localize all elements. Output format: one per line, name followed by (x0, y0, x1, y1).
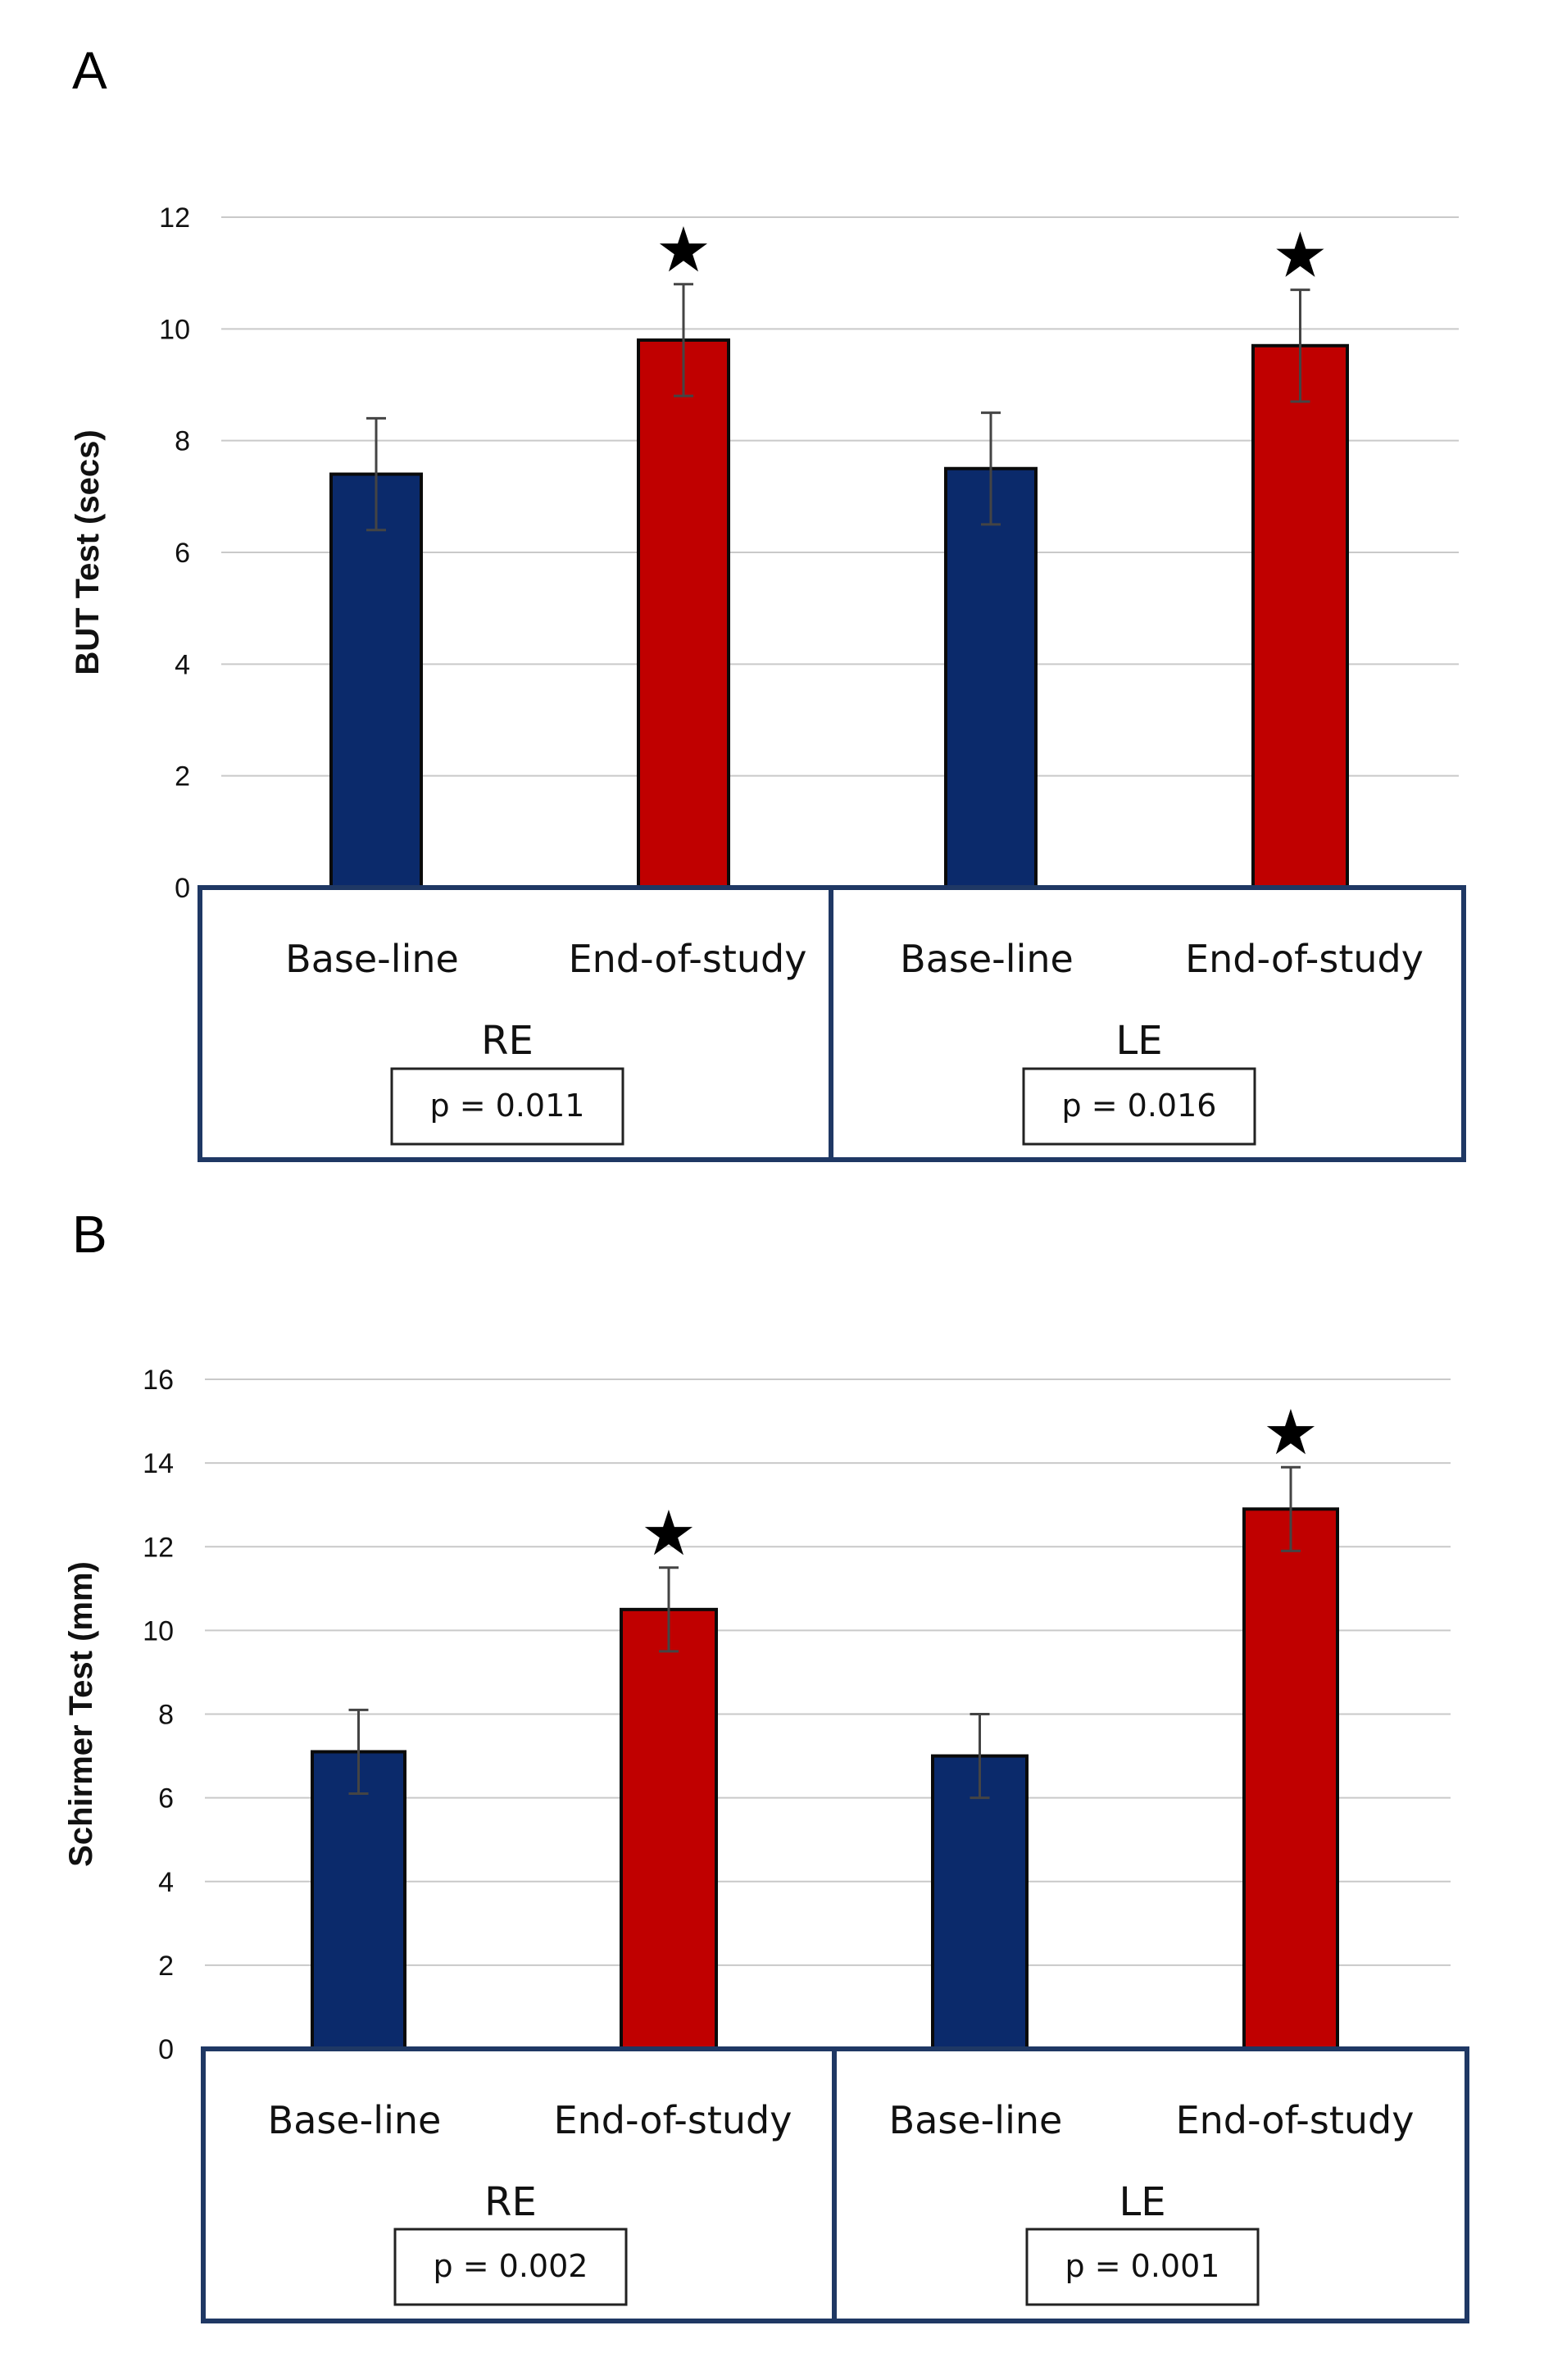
panel-label: B (72, 1205, 107, 1264)
bar (620, 1607, 718, 2051)
p-value-label: p = 0.016 (1062, 1088, 1217, 1124)
y-tick-label: 12 (143, 1532, 174, 1563)
significance-star-icon: ★ (1272, 219, 1328, 292)
bar (637, 338, 730, 889)
p-value-label: p = 0.011 (430, 1088, 585, 1124)
group-label: LE (1119, 2179, 1165, 2225)
x-category-label: Base-line (889, 2098, 1063, 2142)
bar (931, 1754, 1029, 2051)
y-tick-label: 14 (143, 1448, 174, 1479)
x-category-label: End-of-study (1176, 2098, 1415, 2142)
y-tick-label: 10 (159, 314, 190, 345)
bar (329, 472, 423, 889)
significance-star-icon: ★ (1263, 1396, 1319, 1469)
y-tick-label: 4 (175, 649, 190, 680)
y-tick-label: 16 (143, 1365, 174, 1396)
y-axis-label: Schirmer Test (mm) (63, 1561, 99, 1867)
y-tick-label: 0 (158, 2034, 174, 2065)
significance-star-icon: ★ (641, 1497, 697, 1569)
group-label: LE (1115, 1018, 1162, 1064)
bar (1242, 1507, 1339, 2051)
panel-label: A (72, 41, 107, 100)
y-tick-label: 6 (175, 538, 190, 569)
p-value-box (390, 1067, 624, 1146)
group-label: RE (484, 2179, 537, 2225)
x-category-label: End-of-study (554, 2098, 792, 2142)
y-axis-label: BUT Test (secs) (70, 429, 106, 674)
p-value-box (1025, 2228, 1260, 2306)
bar (311, 1750, 406, 2051)
p-value-box (393, 2228, 628, 2306)
y-tick-label: 2 (175, 761, 190, 793)
p-value-box (1022, 1067, 1256, 1146)
x-category-label: Base-line (285, 937, 459, 981)
y-tick-label: 10 (143, 1615, 174, 1646)
y-tick-label: 8 (158, 1700, 174, 1731)
bar (1251, 343, 1349, 889)
y-tick-label: 4 (158, 1867, 174, 1898)
x-category-label: Base-line (900, 937, 1074, 981)
y-tick-label: 2 (158, 1951, 174, 1982)
significance-star-icon: ★ (656, 213, 711, 286)
bar (944, 466, 1038, 889)
y-tick-label: 0 (175, 873, 190, 904)
y-tick-label: 12 (159, 202, 190, 234)
y-tick-label: 8 (175, 426, 190, 457)
p-value-label: p = 0.001 (1065, 2248, 1220, 2284)
group-label: RE (481, 1018, 534, 1064)
y-tick-label: 6 (158, 1783, 174, 1815)
x-category-label: Base-line (268, 2098, 442, 2142)
x-category-label: End-of-study (569, 937, 807, 981)
p-value-label: p = 0.002 (434, 2248, 588, 2284)
x-category-label: End-of-study (1185, 937, 1424, 981)
